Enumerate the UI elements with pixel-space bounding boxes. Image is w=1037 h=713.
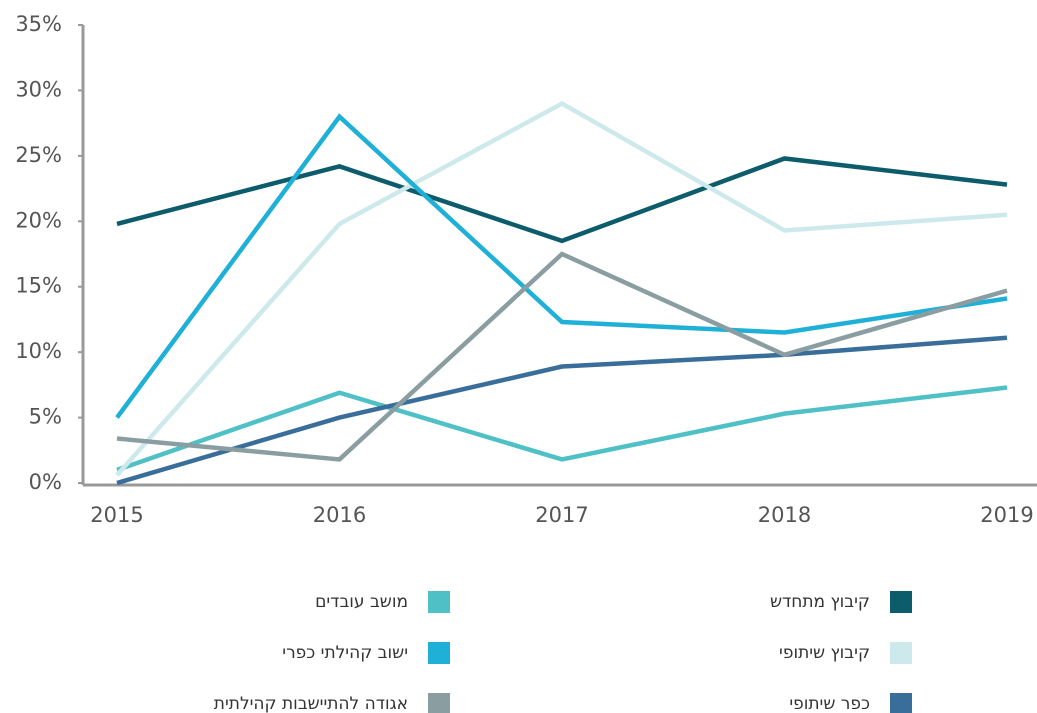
series-line [115,100,1008,477]
y-tick-label: 35% [15,12,62,36]
y-tick-label: 15% [15,274,62,298]
x-tick-label: 2018 [758,503,811,527]
series-line [116,335,1008,486]
y-tick-label: 25% [15,143,62,167]
legend-swatch [428,642,450,664]
legend-swatch [890,591,912,613]
legend-label: קיבוץ שיתופי [779,643,870,663]
series-line [116,385,1008,473]
legend-label: קיבוץ מתחדש [770,592,870,612]
x-tick-label: 2016 [313,503,366,527]
x-tick-label: 2015 [90,503,143,527]
legend-swatch [890,642,912,664]
y-tick-label: 10% [15,339,62,363]
series-line [115,113,1008,419]
y-tick-label: 5% [29,405,62,429]
legend-swatch [890,693,912,713]
y-tick-label: 30% [15,77,62,101]
x-tick-label: 2019 [980,503,1033,527]
legend-label: כפר שיתופי [789,694,870,713]
legend-swatch [428,591,450,613]
legend-label: אגודה להתיישבות קהילתית [214,694,408,713]
series-line [116,156,1008,244]
legend-label: מושב עובדים [315,592,408,612]
legend-label: ישוב קהילתי כפרי [282,643,408,663]
series-line [116,251,1008,462]
x-tick-label: 2017 [535,503,588,527]
y-tick-label: 20% [15,208,62,232]
legend-swatch [428,693,450,713]
y-tick-label: 0% [29,470,62,494]
